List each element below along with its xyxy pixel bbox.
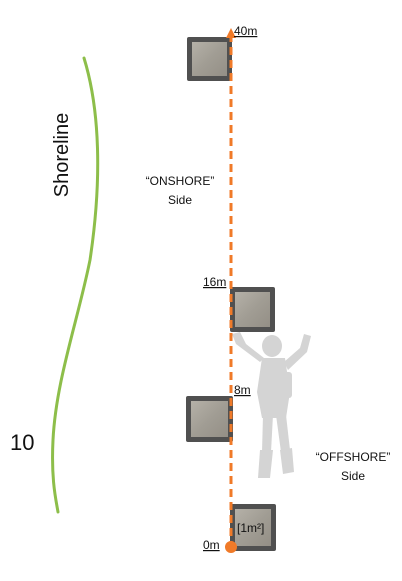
marker-label-40m: 40m [234, 24, 257, 38]
transect-number: 10 [10, 430, 34, 455]
transect-origin-dot [225, 541, 237, 553]
offshore-label: “OFFSHORE” [316, 450, 391, 464]
shoreline-curve [51, 56, 100, 514]
quadrat-0m [230, 504, 276, 551]
marker-label-0m: 0m [203, 538, 220, 552]
quadrat-40m [187, 37, 232, 81]
diver-silhouette [232, 332, 311, 478]
quadrat-8m [186, 396, 233, 442]
quadrat-16m [230, 287, 275, 332]
quadrat-area-label: [1m²] [237, 521, 264, 535]
shoreline-label: Shoreline [51, 113, 73, 198]
transect-arrowhead [226, 28, 236, 38]
onshore-side-label: Side [168, 193, 192, 207]
marker-label-8m: 8m [234, 383, 251, 397]
offshore-side-label: Side [341, 469, 365, 483]
marker-label-16m: 16m [203, 275, 226, 289]
onshore-label: “ONSHORE” [146, 174, 215, 188]
